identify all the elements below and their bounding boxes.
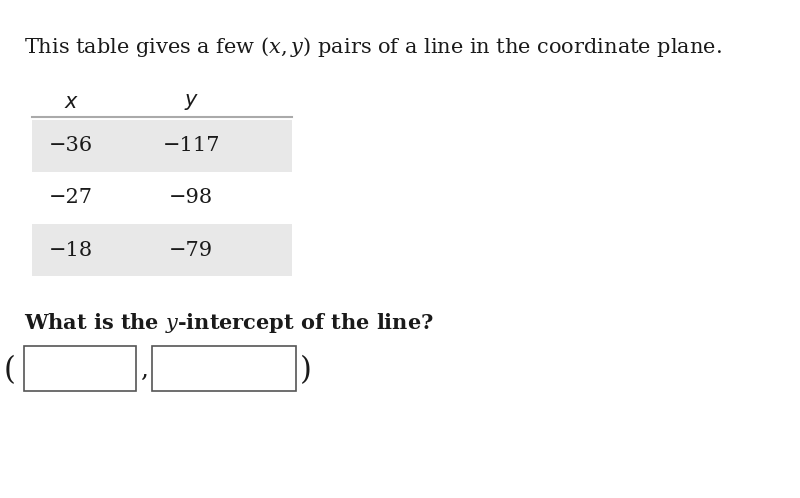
Text: $y$: $y$ [184, 92, 198, 112]
Text: −117: −117 [162, 136, 220, 155]
Text: $x$: $x$ [64, 93, 78, 112]
Text: ): ) [300, 355, 312, 386]
Text: (: ( [4, 355, 16, 386]
Text: −79: −79 [169, 241, 214, 260]
Text: −18: −18 [49, 241, 94, 260]
Text: This table gives a few $(x, y)$ pairs of a line in the coordinate plane.: This table gives a few $(x, y)$ pairs of… [24, 35, 722, 59]
Text: −98: −98 [169, 188, 214, 208]
Text: What is the $y$-intercept of the line?: What is the $y$-intercept of the line? [24, 311, 434, 335]
Text: ,: , [140, 359, 148, 382]
Text: −27: −27 [50, 188, 93, 208]
Text: −36: −36 [49, 136, 94, 155]
